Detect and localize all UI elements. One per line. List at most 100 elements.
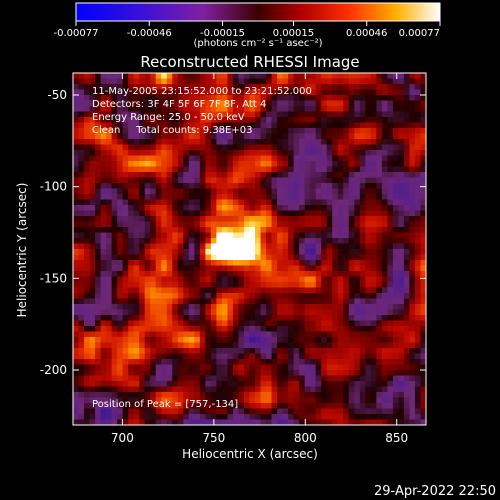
heatmap-cell xyxy=(403,194,410,200)
heatmap-area: 700 750 800 850-50-100-150-200 xyxy=(40,72,427,445)
heatmap-cell xyxy=(122,304,129,310)
heatmap-cell xyxy=(381,133,388,140)
heatmap-cell xyxy=(414,73,421,79)
heatmap-cell xyxy=(243,232,250,239)
heatmap-cell xyxy=(370,304,377,310)
heatmap-cell xyxy=(150,243,157,250)
heatmap-cell xyxy=(293,298,300,305)
heatmap-cell xyxy=(150,155,157,162)
heatmap-cell xyxy=(332,282,339,288)
heatmap-cell xyxy=(266,386,272,393)
heatmap-cell xyxy=(188,304,195,310)
heatmap-cell xyxy=(106,199,113,206)
heatmap-cell xyxy=(166,117,173,123)
heatmap-cell xyxy=(166,188,173,195)
heatmap-cell xyxy=(381,326,388,332)
heatmap-cell xyxy=(106,89,113,96)
heatmap-cell xyxy=(266,133,272,140)
heatmap-cell xyxy=(271,205,278,211)
heatmap-cell xyxy=(255,221,261,228)
heatmap-cell xyxy=(288,309,295,316)
heatmap-cell xyxy=(111,139,118,145)
heatmap-cell xyxy=(111,106,118,112)
heatmap-cell xyxy=(365,144,372,151)
heatmap-cell xyxy=(337,386,344,393)
heatmap-cell xyxy=(133,194,140,200)
annotations: 11-May-2005 23:15:52.000 to 23:21:52.000… xyxy=(92,86,312,410)
colorbar: -0.00077 -0.00046 -0.00015 0.00015 0.00046 0.… xyxy=(54,2,441,49)
heatmap-cell xyxy=(150,287,157,294)
heatmap-cell xyxy=(288,155,295,162)
heatmap-cell xyxy=(293,199,300,206)
heatmap-cell xyxy=(238,287,245,294)
heatmap-cell xyxy=(172,403,179,409)
heatmap-cell xyxy=(243,342,250,349)
heatmap-cell xyxy=(89,111,96,118)
heatmap-cell xyxy=(266,84,272,90)
heatmap-cell xyxy=(128,331,135,338)
heatmap-cell xyxy=(409,172,416,178)
heatmap-cell xyxy=(260,276,267,283)
heatmap-cell xyxy=(194,265,201,272)
heatmap-cell xyxy=(177,78,184,85)
heatmap-cell xyxy=(293,304,300,310)
heatmap-cell xyxy=(271,254,278,261)
heatmap-cell xyxy=(299,100,306,107)
heatmap-cell xyxy=(238,282,245,288)
heatmap-cell xyxy=(227,89,234,96)
heatmap-cell xyxy=(155,260,162,266)
heatmap-cell xyxy=(381,348,388,354)
heatmap-cell xyxy=(348,89,355,96)
heatmap-cell xyxy=(73,139,79,145)
heatmap-cell xyxy=(255,375,261,382)
heatmap-cell xyxy=(199,78,206,85)
heatmap-cell xyxy=(403,172,410,178)
heatmap-cell xyxy=(199,337,206,343)
heatmap-cell xyxy=(310,78,317,85)
heatmap-cell xyxy=(177,117,184,123)
heatmap-cell xyxy=(260,326,267,332)
heatmap-cell xyxy=(288,78,295,85)
heatmap-cell xyxy=(288,221,295,228)
heatmap-cell xyxy=(282,210,289,217)
heatmap-cell xyxy=(199,155,206,162)
heatmap-cell xyxy=(420,392,427,398)
heatmap-cell xyxy=(381,172,388,178)
heatmap-cell xyxy=(128,293,135,299)
heatmap-cell xyxy=(238,232,245,239)
heatmap-cell xyxy=(122,282,129,288)
heatmap-cell xyxy=(315,221,322,228)
heatmap-cell xyxy=(128,183,135,189)
heatmap-cell xyxy=(260,260,267,266)
heatmap-cell xyxy=(398,188,405,195)
heatmap-cell xyxy=(255,111,261,118)
heatmap-cell xyxy=(403,287,410,294)
heatmap-cell xyxy=(271,337,278,343)
heatmap-cell xyxy=(172,139,179,145)
heatmap-cell xyxy=(84,320,90,327)
heatmap-cell xyxy=(299,392,306,398)
heatmap-cell xyxy=(310,243,317,250)
heatmap-cell xyxy=(172,381,179,387)
heatmap-cell xyxy=(73,315,79,321)
heatmap-cell xyxy=(89,243,96,250)
heatmap-cell xyxy=(277,84,283,90)
heatmap-cell xyxy=(403,331,410,338)
heatmap-cell xyxy=(249,381,256,387)
heatmap-cell xyxy=(243,282,250,288)
heatmap-cell xyxy=(227,348,234,354)
heatmap-cell xyxy=(414,177,421,184)
heatmap-cell xyxy=(95,364,101,371)
heatmap-cell xyxy=(304,353,311,360)
heatmap-cell xyxy=(266,249,272,255)
heatmap-cell xyxy=(365,348,372,354)
heatmap-cell xyxy=(398,370,405,376)
heatmap-cell xyxy=(392,205,399,211)
heatmap-cell xyxy=(111,370,118,376)
heatmap-cell xyxy=(172,375,179,382)
heatmap-cell xyxy=(354,172,361,178)
heatmap-cell xyxy=(221,183,228,189)
heatmap-cell xyxy=(277,265,283,272)
heatmap-cell xyxy=(381,106,388,112)
heatmap-cell xyxy=(354,73,361,79)
